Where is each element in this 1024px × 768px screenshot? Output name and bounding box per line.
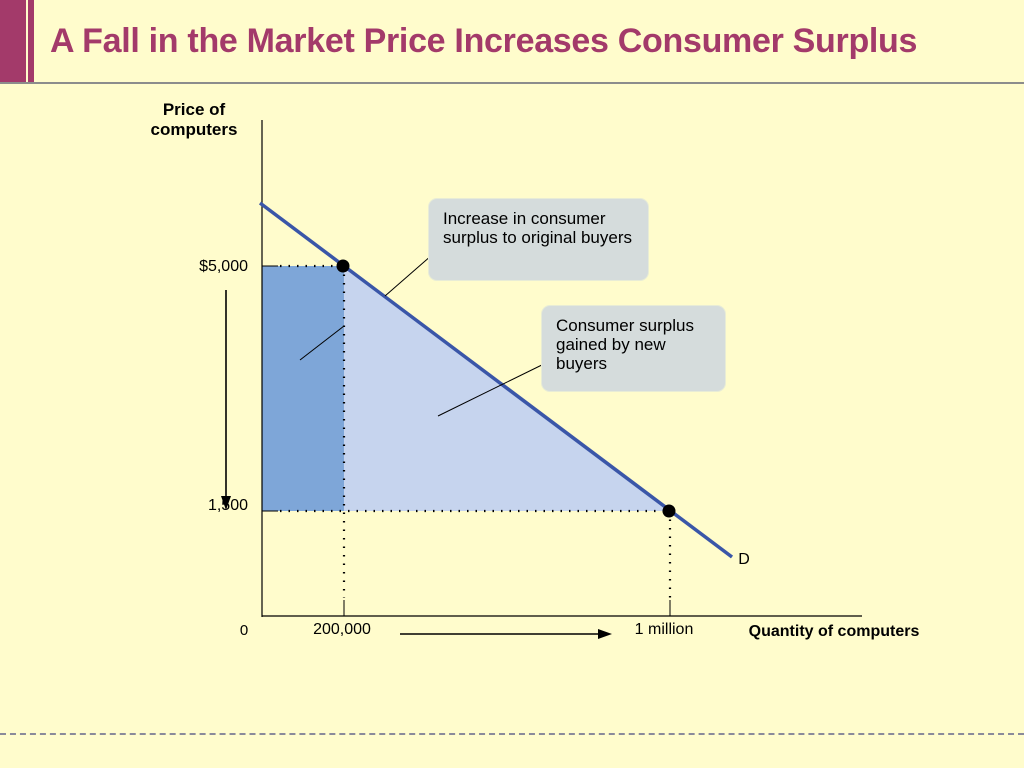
quantity-label-low: 200,000 <box>313 621 371 638</box>
quantity-label-high: 1 million <box>635 621 694 638</box>
quantity-rise-arrowhead <box>598 629 612 639</box>
title-divider <box>0 82 1024 84</box>
origin-label: 0 <box>240 622 248 639</box>
slide-title: A Fall in the Market Price Increases Con… <box>50 22 918 60</box>
footer-divider <box>0 733 1024 735</box>
y-axis-title: Price of computers <box>134 100 254 140</box>
leader-original-buyers-top <box>384 254 433 297</box>
price-fall-arrowhead <box>221 496 231 510</box>
point-original-equilibrium <box>336 259 350 273</box>
title-accent-bar <box>0 0 26 82</box>
point-new-equilibrium <box>662 504 676 518</box>
leader-new-buyers <box>437 359 553 417</box>
callout-original-buyers: Increase in consumer surplus to original… <box>429 199 648 280</box>
price-label-low: 1,500 <box>208 497 248 514</box>
original-buyers-surplus-area <box>262 266 344 511</box>
leader-original-buyers-area <box>299 325 345 361</box>
callout-new-buyers-text: Consumer surplus gained by new buyers <box>556 316 694 373</box>
x-axis-title: Quantity of computers <box>749 623 920 640</box>
title-accent-bar-thin <box>28 0 34 82</box>
callout-new-buyers: Consumer surplus gained by new buyers <box>542 306 725 391</box>
callout-original-buyers-text: Increase in consumer surplus to original… <box>443 209 632 247</box>
price-label-high: $5,000 <box>199 258 248 275</box>
demand-label: D <box>738 551 750 568</box>
y-axis-title-text: Price of computers <box>150 100 238 139</box>
